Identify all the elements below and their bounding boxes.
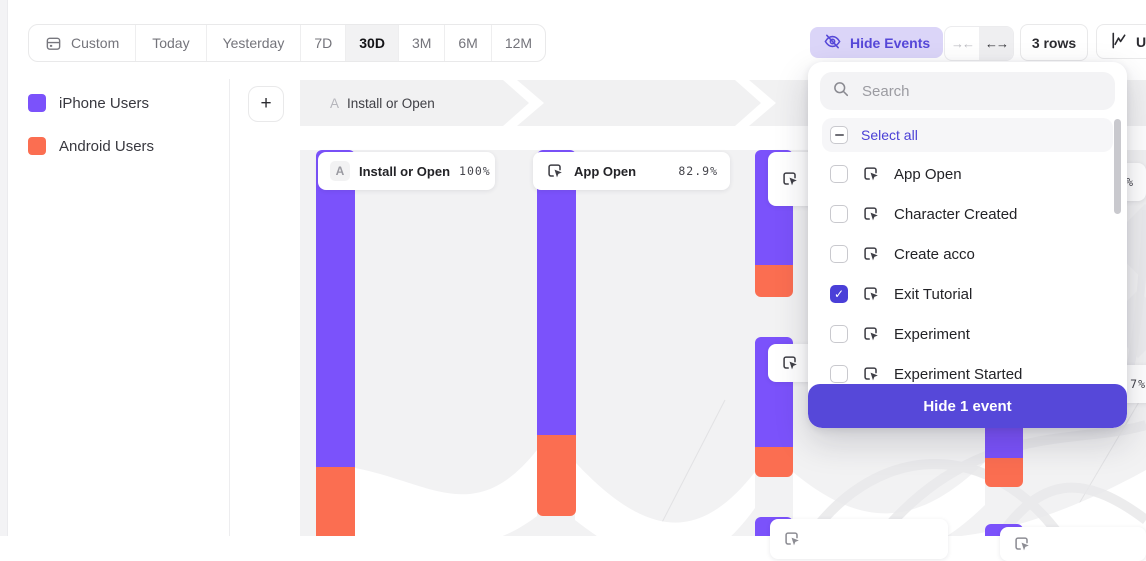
step-card-app-open[interactable]: App Open 82.9% [533, 152, 730, 190]
event-click-icon [861, 164, 881, 184]
checkbox[interactable] [830, 365, 848, 383]
event-option-character-created[interactable]: Character Created [822, 194, 1113, 234]
event-click-icon [861, 364, 881, 384]
event-option-label: Experiment Started [894, 365, 1023, 383]
event-search-input[interactable] [860, 81, 1103, 101]
search-icon [832, 80, 850, 103]
date-range-label: 30D [359, 35, 385, 51]
legend-item-iphone[interactable]: iPhone Users [28, 94, 149, 112]
events-dropdown-panel: Select all App Open Character Created Cr… [808, 62, 1127, 428]
step-header-install-or-open[interactable]: A Install or Open [330, 80, 435, 126]
select-all-row[interactable]: Select all [822, 118, 1113, 152]
step-card-install-or-open[interactable]: A Install or Open 100% [318, 152, 495, 190]
date-range-label: Yesterday [222, 35, 285, 51]
date-range-yesterday[interactable]: Yesterday [205, 25, 301, 61]
calendar-icon [45, 35, 62, 52]
date-range-label: Today [152, 35, 190, 51]
event-click-icon [780, 353, 800, 373]
legend-label: iPhone Users [59, 94, 150, 112]
step-card-label: App Open [574, 163, 637, 179]
arrows-expand-icon[interactable]: ←→ [979, 27, 1013, 60]
users-metric-label: U [1136, 33, 1146, 50]
step-chevron-separator [735, 80, 776, 126]
arrows-collapse-icon[interactable]: →← [951, 36, 975, 51]
event-option-experiment-started[interactable]: Experiment Started [822, 354, 1113, 394]
bar-step2-android[interactable] [537, 435, 576, 516]
date-range-today[interactable]: Today [135, 25, 205, 61]
add-step-button[interactable]: + [248, 86, 284, 122]
android-users-swatch [28, 137, 46, 155]
step-card-label: Install or Open [359, 163, 451, 179]
event-click-icon [780, 169, 800, 189]
event-click-icon [545, 161, 565, 181]
step-chevron-separator [503, 80, 544, 126]
date-range-7d[interactable]: 7D [300, 25, 345, 61]
hide-events-button[interactable]: Hide Events [810, 27, 944, 58]
step-card-value: 82.9% [678, 164, 718, 178]
select-all-label: Select all [861, 127, 918, 143]
bar-step1-iphone[interactable] [316, 150, 355, 467]
bar-step3-row2-android[interactable] [755, 447, 793, 477]
checkbox[interactable] [830, 245, 848, 263]
column-width-toggle: →← ←→ [944, 26, 1014, 61]
event-option-create-acco[interactable]: Create acco [822, 234, 1113, 274]
eye-off-icon [823, 32, 842, 54]
date-range-6m[interactable]: 6M [444, 25, 490, 61]
event-option-label: Character Created [894, 205, 1018, 223]
date-range-label: 12M [504, 35, 533, 51]
event-option-experiment[interactable]: Experiment [822, 314, 1113, 354]
event-search-box [820, 72, 1115, 110]
event-click-icon [1012, 534, 1032, 554]
date-range-label: 6M [458, 35, 478, 51]
checkbox[interactable] [830, 325, 848, 343]
legend-chart-divider [229, 79, 230, 536]
event-click-icon [861, 244, 881, 264]
hide-events-label: Hide Events [850, 34, 931, 51]
event-click-icon [861, 204, 881, 224]
hide-selected-events-button[interactable]: Hide 1 event [808, 384, 1127, 428]
select-all-checkbox[interactable] [830, 126, 848, 144]
date-range-label: 3M [411, 35, 432, 51]
event-click-icon [861, 324, 881, 344]
event-option-label: Experiment [894, 325, 970, 343]
rows-count-button[interactable]: 3 rows [1020, 24, 1088, 61]
event-option-label: Exit Tutorial [894, 285, 973, 303]
step-name: Install or Open [347, 95, 435, 111]
bar-step4-row2-android[interactable] [985, 458, 1023, 487]
event-click-icon [861, 284, 881, 304]
step-letter-badge: A [330, 161, 350, 181]
event-option-exit-tutorial[interactable]: Exit Tutorial [822, 274, 1113, 314]
event-click-icon [782, 529, 802, 549]
checkbox[interactable] [830, 205, 848, 223]
bar-step2-iphone[interactable] [537, 150, 576, 435]
users-metric-button[interactable]: U [1096, 24, 1146, 59]
step-card-partial-row3[interactable] [770, 519, 948, 559]
bar-step1-android[interactable] [316, 467, 355, 536]
date-range-12m[interactable]: 12M [490, 25, 545, 61]
date-range-30d[interactable]: 30D [345, 25, 398, 61]
legend-item-android[interactable]: Android Users [28, 137, 154, 155]
date-range-custom[interactable]: Custom [29, 25, 135, 61]
chart-metric-icon [1109, 31, 1128, 53]
date-range-3m[interactable]: 3M [397, 25, 444, 61]
date-range-toolbar: Custom Today Yesterday 7D 30D 3M 6M 12M [28, 24, 547, 62]
event-option-label: App Open [894, 165, 962, 183]
bar-step3-row1-android[interactable] [755, 265, 793, 297]
checkbox[interactable] [830, 165, 848, 183]
event-option-app-open[interactable]: App Open [822, 154, 1113, 194]
dropdown-scrollbar[interactable] [1114, 119, 1121, 214]
step-card-value: 100% [459, 164, 491, 178]
legend-label: Android Users [59, 137, 155, 155]
iphone-users-swatch [28, 94, 46, 112]
checkbox[interactable] [830, 285, 848, 303]
step-card-partial-row3-col4[interactable] [1000, 527, 1146, 561]
left-edge-strip [0, 0, 8, 536]
date-range-label: 7D [314, 35, 333, 51]
step-letter: A [330, 95, 340, 111]
event-option-label: Create acco [894, 245, 975, 263]
date-range-label: Custom [71, 35, 120, 51]
